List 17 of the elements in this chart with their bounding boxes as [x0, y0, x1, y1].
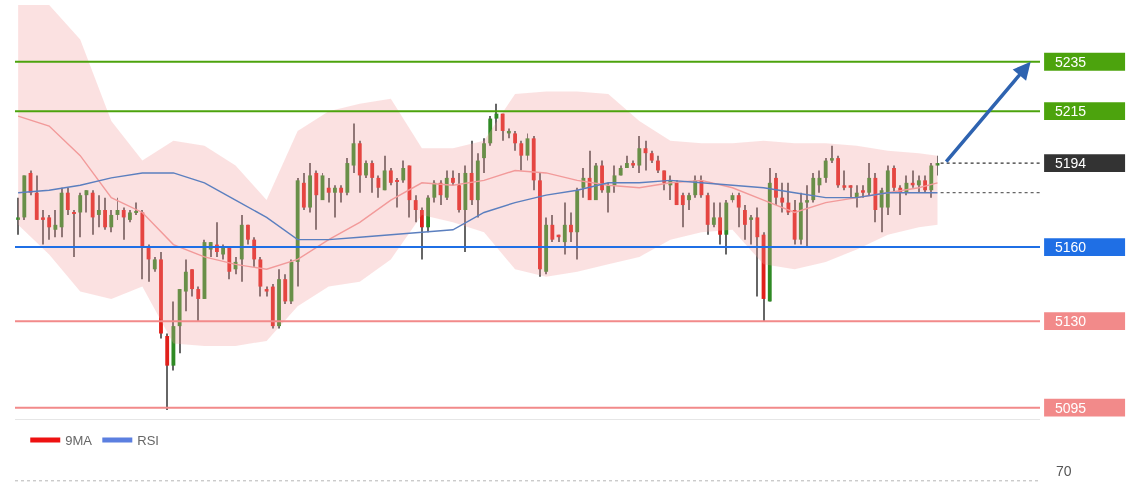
legend-label: RSI [137, 433, 159, 449]
candlestick [16, 197, 21, 235]
legend-label: 9MA [65, 433, 93, 449]
line-series [17, 115, 939, 270]
candlestick [749, 214, 754, 245]
y-tick-label: 5095 [1055, 399, 1087, 416]
y-tick-label: 5215 [1055, 103, 1087, 120]
text: 70 [1056, 463, 1072, 479]
y-tick-label: 5194 [1055, 154, 1087, 171]
y-tick-label: 5235 [1055, 53, 1087, 70]
y-tick-label: 5130 [1055, 313, 1087, 330]
y-tick-label: 5160 [1055, 238, 1087, 255]
candlestick [805, 185, 809, 248]
candlestick [41, 210, 45, 245]
candlestick [72, 210, 76, 257]
line-series [17, 172, 939, 241]
candlestick [395, 177, 399, 208]
